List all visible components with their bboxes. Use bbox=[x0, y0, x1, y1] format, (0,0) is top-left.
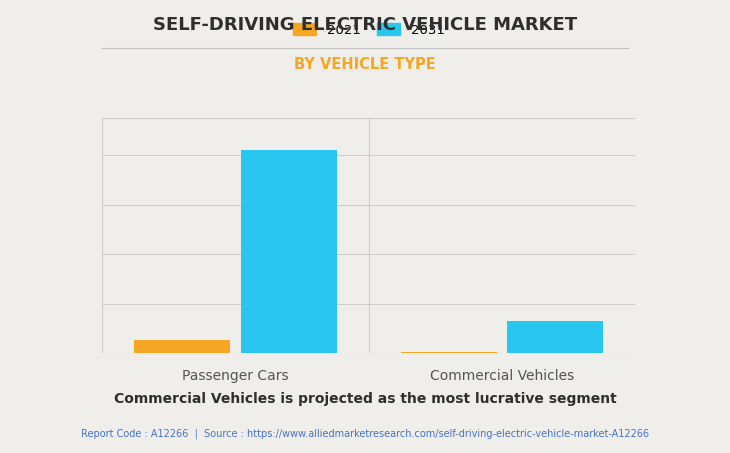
Bar bbox=[401, 352, 496, 353]
Text: BY VEHICLE TYPE: BY VEHICLE TYPE bbox=[294, 57, 436, 72]
Bar bbox=[507, 321, 603, 353]
Bar bbox=[134, 340, 230, 353]
Text: Commercial Vehicles is projected as the most lucrative segment: Commercial Vehicles is projected as the … bbox=[114, 392, 616, 406]
Text: SELF-DRIVING ELECTRIC VEHICLE MARKET: SELF-DRIVING ELECTRIC VEHICLE MARKET bbox=[153, 16, 577, 34]
Text: Report Code : A12266  |  Source : https://www.alliedmarketresearch.com/self-driv: Report Code : A12266 | Source : https://… bbox=[81, 428, 649, 439]
Bar bbox=[241, 150, 337, 353]
Legend: 2021, 2031: 2021, 2031 bbox=[290, 21, 447, 39]
